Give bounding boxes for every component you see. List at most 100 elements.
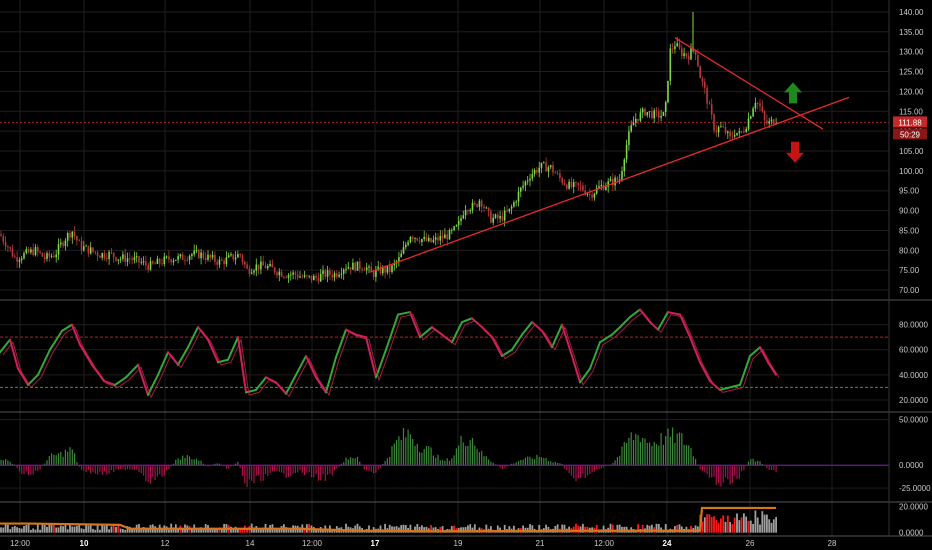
candle-body — [674, 46, 676, 49]
osc-segment — [27, 373, 39, 386]
volume-bar — [637, 524, 639, 533]
candle-body — [338, 274, 340, 277]
candle-body — [64, 240, 67, 246]
candle-body — [41, 252, 44, 257]
volume-bar — [62, 526, 64, 533]
candle-body — [71, 231, 74, 238]
volume-bar — [579, 526, 582, 533]
candle-body — [170, 259, 172, 263]
candle-body — [30, 249, 32, 253]
volume-bar — [680, 526, 683, 533]
candle-body — [747, 118, 750, 129]
osc-segment — [541, 329, 553, 349]
volume-bar — [289, 528, 292, 533]
volume-bar — [770, 522, 773, 533]
candle-body — [517, 191, 520, 202]
volume-bar — [453, 525, 455, 533]
candle-body — [469, 210, 471, 212]
candle-body — [641, 108, 644, 113]
volume-bar — [76, 525, 78, 533]
volume-bar — [708, 514, 711, 533]
candle-body — [520, 187, 522, 192]
candle-body — [262, 261, 264, 266]
candle-body — [218, 259, 221, 265]
volume-bar — [276, 528, 278, 533]
volume-bar — [315, 528, 317, 533]
osc-segment — [305, 355, 317, 379]
volume-bar — [214, 528, 216, 533]
resistance-trendline[interactable] — [674, 37, 824, 130]
candle-body — [336, 273, 338, 277]
volume-bar — [287, 529, 290, 533]
volume-bar — [18, 528, 21, 533]
countdown-tag — [893, 128, 927, 140]
volume-bar — [220, 529, 223, 533]
candle-body — [768, 121, 770, 124]
volume-bar — [602, 525, 605, 533]
candle-body — [285, 277, 287, 278]
volume-bar — [368, 525, 370, 533]
x-tick-label: 12 — [161, 539, 170, 548]
candle-body — [96, 252, 99, 256]
candle-body — [462, 215, 465, 219]
candle-body — [733, 135, 736, 137]
volume-bar — [177, 528, 179, 533]
volume-bar — [409, 524, 412, 533]
volume-bar — [103, 525, 106, 533]
volume-bar — [64, 524, 67, 533]
volume-bar — [278, 528, 281, 533]
volume-bar — [743, 513, 745, 533]
candle-body — [154, 263, 156, 265]
candle-body — [660, 115, 662, 118]
candle-body — [754, 102, 757, 109]
osc-segment — [114, 376, 127, 386]
volume-bar — [676, 524, 679, 533]
candle-body — [609, 178, 612, 182]
volume-bar — [388, 524, 391, 533]
x-tick-label: 14 — [246, 539, 255, 548]
volume-bar — [766, 514, 768, 533]
candle-body — [740, 131, 743, 133]
osc-segment — [551, 323, 563, 349]
price-tick-label: 80.00 — [899, 246, 920, 255]
candle-body — [372, 271, 375, 277]
candle-body — [347, 267, 350, 269]
candle-body — [434, 237, 437, 240]
price-panel[interactable] — [0, 11, 889, 291]
candle-body — [87, 245, 90, 254]
candle-body — [568, 181, 570, 189]
candle-body — [407, 242, 409, 245]
candle-body — [416, 237, 419, 241]
volume-bar — [105, 524, 108, 533]
volume-bar — [717, 522, 720, 533]
volume-bar — [522, 525, 524, 533]
volume-bar — [110, 526, 113, 533]
candle-body — [200, 252, 202, 259]
support-trendline[interactable] — [369, 96, 850, 273]
candle-body — [441, 235, 444, 239]
volume-bar — [529, 524, 531, 533]
candle-body — [356, 261, 359, 271]
x-tick-label: 12:00 — [10, 539, 31, 548]
volume-bar — [57, 527, 60, 533]
candle-body — [175, 259, 177, 261]
volume-bar — [402, 524, 405, 533]
volume-bar — [331, 529, 334, 533]
oscillator-panel[interactable] — [0, 308, 889, 401]
volume-bar — [92, 528, 94, 533]
histogram-panel[interactable] — [0, 418, 889, 489]
volume-bar — [216, 528, 219, 533]
volume-bar — [161, 527, 163, 533]
candle-body — [99, 255, 101, 258]
osc-segment — [739, 355, 751, 386]
candle-body — [55, 254, 57, 258]
candle-body — [342, 269, 345, 274]
candle-body — [191, 254, 193, 256]
candle-body — [743, 131, 745, 133]
candle-body — [129, 258, 131, 260]
volume-panel[interactable] — [0, 506, 777, 533]
price-tick-label: 100.00 — [899, 167, 924, 176]
osc-segment — [325, 356, 337, 394]
candle-body — [478, 200, 481, 207]
